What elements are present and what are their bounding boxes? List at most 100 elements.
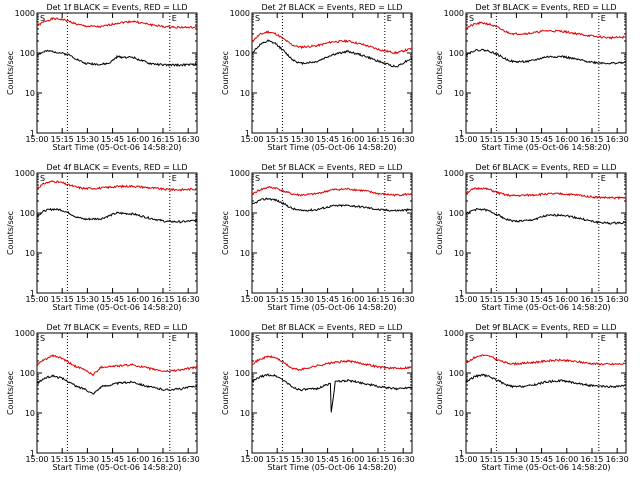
x-tick-label: 16:30 (177, 295, 200, 304)
x-axis-label: Start Time (05-Oct-06 14:58:20) (267, 303, 396, 312)
y-tick-label: 100 (449, 369, 464, 378)
x-tick-label: 16:15 (580, 135, 603, 144)
x-tick-label: 15:15 (480, 455, 503, 464)
y-tick-label: 10 (454, 89, 464, 98)
x-tick-label: 16:15 (151, 295, 174, 304)
y-tick-label: 1000 (230, 169, 250, 178)
y-tick-label: 10 (454, 249, 464, 258)
y-tick-label: 10 (25, 89, 35, 98)
panel-det-6f: Det 6f BLACK = Events, RED = LLD 1 10 100 10… (435, 163, 629, 312)
y-tick-label: 1 (459, 129, 464, 138)
x-axis-label: Start Time (05-Oct-06 14:58:20) (52, 143, 181, 152)
y-axis-label: Counts/sec (435, 51, 444, 95)
x-tick-label: 16:15 (151, 135, 174, 144)
panel-det-2f: Det 2f BLACK = Events, RED = LLD 1 10 100 10… (221, 3, 415, 152)
marker-label-e: E (601, 334, 606, 343)
x-tick-label: 15:45 (101, 295, 124, 304)
y-axis-label: Counts/sec (221, 211, 230, 255)
marker-label-s: S (469, 334, 474, 343)
x-tick-label: 16:15 (366, 455, 389, 464)
panel-title: Det 1f BLACK = Events, RED = LLD (46, 3, 187, 12)
panel-title: Det 6f BLACK = Events, RED = LLD (475, 163, 616, 172)
x-tick-label: 15:00 (240, 135, 263, 144)
panel-det-5f: Det 5f BLACK = Events, RED = LLD 1 10 100 10… (221, 163, 415, 312)
marker-label-s: S (469, 14, 474, 23)
x-tick-label: 16:00 (555, 455, 578, 464)
panel-title: Det 8f BLACK = Events, RED = LLD (261, 323, 402, 332)
x-axis-label: Start Time (05-Oct-06 14:58:20) (481, 303, 610, 312)
y-tick-label: 1000 (444, 169, 464, 178)
x-tick-label: 16:15 (366, 295, 389, 304)
y-tick-label: 1000 (15, 9, 35, 18)
y-tick-label: 1 (459, 449, 464, 458)
x-tick-label: 15:00 (454, 135, 477, 144)
y-tick-label: 1 (459, 289, 464, 298)
x-tick-label: 15:00 (454, 455, 477, 464)
x-tick-label: 15:00 (454, 295, 477, 304)
x-tick-label: 16:15 (151, 455, 174, 464)
x-tick-label: 15:30 (291, 295, 314, 304)
x-tick-label: 15:00 (240, 295, 263, 304)
series-events (465, 208, 627, 225)
x-tick-label: 15:15 (51, 135, 74, 144)
x-tick-label: 15:30 (76, 135, 99, 144)
y-axis-label: Counts/sec (221, 51, 230, 95)
y-tick-label: 1 (30, 449, 35, 458)
panel-title: Det 5f BLACK = Events, RED = LLD (261, 163, 402, 172)
x-tick-label: 16:00 (341, 135, 364, 144)
x-tick-label: 15:45 (530, 455, 553, 464)
series-lld (36, 17, 198, 29)
y-tick-label: 100 (235, 369, 250, 378)
x-tick-label: 16:30 (392, 295, 415, 304)
panel-title: Det 9f BLACK = Events, RED = LLD (475, 323, 616, 332)
series-events (251, 39, 413, 68)
marker-label-s: S (40, 334, 45, 343)
y-tick-label: 10 (454, 409, 464, 418)
y-tick-label: 1 (30, 289, 35, 298)
marker-label-e: E (387, 334, 392, 343)
y-axis-label: Counts/sec (435, 371, 444, 415)
panel-det-1f: Det 1f BLACK = Events, RED = LLD 1 10 100 10… (6, 3, 200, 152)
panel-det-9f: Det 9f BLACK = Events, RED = LLD 1 10 100 10… (435, 323, 629, 472)
x-tick-label: 15:00 (25, 295, 48, 304)
x-tick-label: 15:15 (51, 295, 74, 304)
x-tick-label: 16:30 (392, 455, 415, 464)
x-tick-label: 16:30 (177, 135, 200, 144)
marker-label-e: E (172, 334, 177, 343)
x-tick-label: 15:45 (530, 135, 553, 144)
x-tick-label: 16:15 (366, 135, 389, 144)
plot-frame (465, 172, 627, 294)
x-tick-label: 15:45 (101, 135, 124, 144)
y-tick-label: 1000 (15, 329, 35, 338)
series-events (36, 49, 198, 68)
y-tick-label: 100 (449, 49, 464, 58)
plot-frame (36, 332, 198, 454)
x-tick-label: 15:15 (266, 295, 289, 304)
x-tick-label: 16:30 (392, 135, 415, 144)
x-tick-label: 15:00 (25, 455, 48, 464)
y-tick-label: 10 (25, 409, 35, 418)
panel-det-8f: Det 8f BLACK = Events, RED = LLD 1 10 100 10… (221, 323, 415, 472)
series-lld (251, 186, 413, 197)
x-tick-label: 16:00 (555, 295, 578, 304)
x-tick-label: 16:15 (580, 295, 603, 304)
y-tick-label: 1000 (230, 9, 250, 18)
x-tick-label: 16:30 (177, 455, 200, 464)
x-tick-label: 16:00 (341, 455, 364, 464)
x-axis-label: Start Time (05-Oct-06 14:58:20) (481, 463, 610, 472)
y-tick-label: 1000 (444, 9, 464, 18)
y-axis-label: Counts/sec (221, 371, 230, 415)
y-tick-label: 100 (235, 49, 250, 58)
series-lld (36, 180, 198, 192)
x-axis-label: Start Time (05-Oct-06 14:58:20) (481, 143, 610, 152)
panel-title: Det 7f BLACK = Events, RED = LLD (46, 323, 187, 332)
series-lld (465, 186, 627, 200)
panel-title: Det 4f BLACK = Events, RED = LLD (46, 163, 187, 172)
x-axis-label: Start Time (05-Oct-06 14:58:20) (267, 463, 396, 472)
marker-label-s: S (255, 334, 260, 343)
marker-label-s: S (40, 174, 45, 183)
plot-frame (251, 172, 413, 294)
y-tick-label: 1 (30, 129, 35, 138)
panel-title: Det 2f BLACK = Events, RED = LLD (261, 3, 402, 12)
